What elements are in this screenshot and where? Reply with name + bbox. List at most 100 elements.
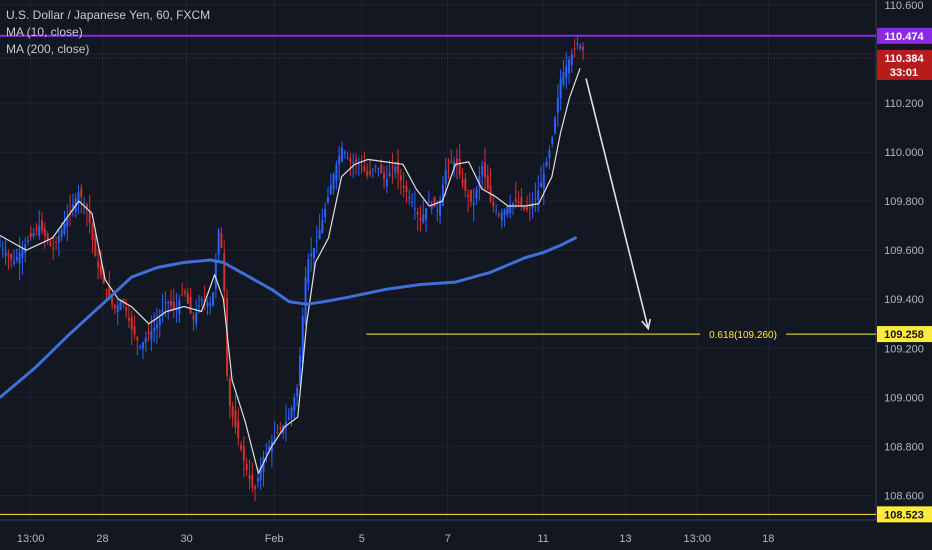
- candle-down: [35, 229, 38, 231]
- candle-up: [21, 248, 24, 259]
- candle-up: [377, 167, 380, 169]
- candle-up: [0, 245, 1, 247]
- candle-up: [548, 150, 551, 158]
- candle-down: [43, 229, 46, 236]
- candle-up: [542, 173, 545, 189]
- candle-down: [254, 486, 257, 489]
- ma-200-line[interactable]: [0, 236, 577, 399]
- candle-up: [301, 316, 304, 364]
- legend-ma-fast[interactable]: MA (10, close): [6, 25, 83, 39]
- candle-up: [537, 190, 540, 200]
- candle-down: [189, 296, 192, 314]
- current-price-label[interactable]: 110.384: [884, 53, 924, 65]
- legend-ma-slow[interactable]: MA (200, close): [6, 42, 90, 56]
- candle-down: [184, 291, 187, 294]
- candle-down: [69, 210, 72, 212]
- time-axis-tick: 13:00: [684, 533, 712, 545]
- candle-up: [18, 252, 21, 264]
- candle-up: [206, 302, 209, 307]
- candle-up: [268, 446, 271, 451]
- candle-up: [155, 324, 158, 329]
- candle-up: [217, 229, 220, 256]
- candle-down: [276, 431, 279, 434]
- chart-legend: U.S. Dollar / Japanese Yen, 60, FXCM MA …: [6, 7, 210, 58]
- candle-up: [411, 201, 414, 204]
- resistance-price-label[interactable]: 110.474: [884, 31, 924, 43]
- price-axis-tick: 110.200: [885, 98, 924, 110]
- candle-down: [105, 289, 108, 291]
- candle-up: [1, 248, 4, 250]
- candle-down: [29, 233, 32, 237]
- candle-up: [340, 147, 343, 162]
- forecast-arrow[interactable]: [585, 78, 650, 329]
- candle-up: [307, 259, 310, 284]
- candle-up: [284, 421, 287, 428]
- candle-up: [324, 208, 327, 218]
- candle-down: [486, 174, 489, 190]
- candle-up: [32, 233, 35, 237]
- candle-down: [133, 326, 136, 335]
- candle-down: [80, 188, 83, 197]
- candle-up: [265, 451, 268, 454]
- symbol-title[interactable]: U.S. Dollar / Japanese Yen, 60, FXCM: [6, 8, 211, 22]
- candle-down: [397, 161, 400, 175]
- candle-down: [91, 223, 94, 240]
- candle-up: [371, 169, 374, 171]
- candle-up: [436, 210, 439, 212]
- candle-up: [321, 219, 324, 233]
- candle-up: [71, 204, 74, 208]
- candle-down: [125, 307, 128, 312]
- support-price-label[interactable]: 108.523: [884, 509, 924, 521]
- candle-down: [380, 164, 383, 174]
- fib-price-label[interactable]: 109.258: [884, 329, 924, 341]
- resistance-price-label-bg: [877, 27, 932, 44]
- candle-down: [467, 194, 470, 197]
- candle-up: [119, 301, 122, 311]
- candle-up: [273, 437, 276, 439]
- candle-down: [223, 253, 226, 292]
- time-axis-tick: 30: [180, 533, 192, 545]
- candle-down: [405, 186, 408, 193]
- ma-10-line[interactable]: [0, 68, 581, 474]
- candle-up: [77, 192, 80, 203]
- candle-up: [430, 203, 433, 210]
- candle-up: [290, 408, 293, 419]
- candle-up: [506, 206, 509, 215]
- candle-up: [425, 208, 428, 220]
- candle-up: [413, 208, 416, 210]
- candle-down: [147, 332, 150, 335]
- candle-down: [7, 253, 10, 257]
- candle-up: [144, 338, 147, 343]
- candle-down: [455, 158, 458, 167]
- candle-up: [164, 302, 167, 304]
- candle-down: [391, 166, 394, 168]
- candle-up: [310, 253, 313, 257]
- candle-up: [338, 155, 341, 165]
- price-axis-tick: 108.800: [884, 441, 924, 453]
- candle-up: [475, 189, 478, 199]
- candle-down: [383, 173, 386, 179]
- price-axis-tick: 110.600: [885, 0, 924, 12]
- candle-up: [551, 137, 554, 144]
- time-axis-tick: 5: [359, 533, 365, 545]
- candle-down: [514, 198, 517, 202]
- candle-down: [447, 163, 450, 165]
- candle-down: [41, 220, 44, 231]
- candle-up: [15, 256, 18, 261]
- candle-up: [556, 98, 559, 113]
- candle-up: [495, 210, 498, 212]
- fib-level-label: 0.618(109.260): [709, 330, 777, 341]
- candle-up: [13, 261, 16, 264]
- candle-up: [343, 152, 346, 154]
- candle-up: [293, 397, 296, 411]
- candle-down: [46, 233, 49, 242]
- candle-down: [237, 421, 240, 439]
- time-axis-tick: 18: [762, 533, 774, 545]
- price-axis-tick: 109.200: [884, 343, 924, 355]
- candle-down: [526, 207, 529, 210]
- candle-down: [582, 46, 585, 51]
- candle-up: [262, 457, 265, 473]
